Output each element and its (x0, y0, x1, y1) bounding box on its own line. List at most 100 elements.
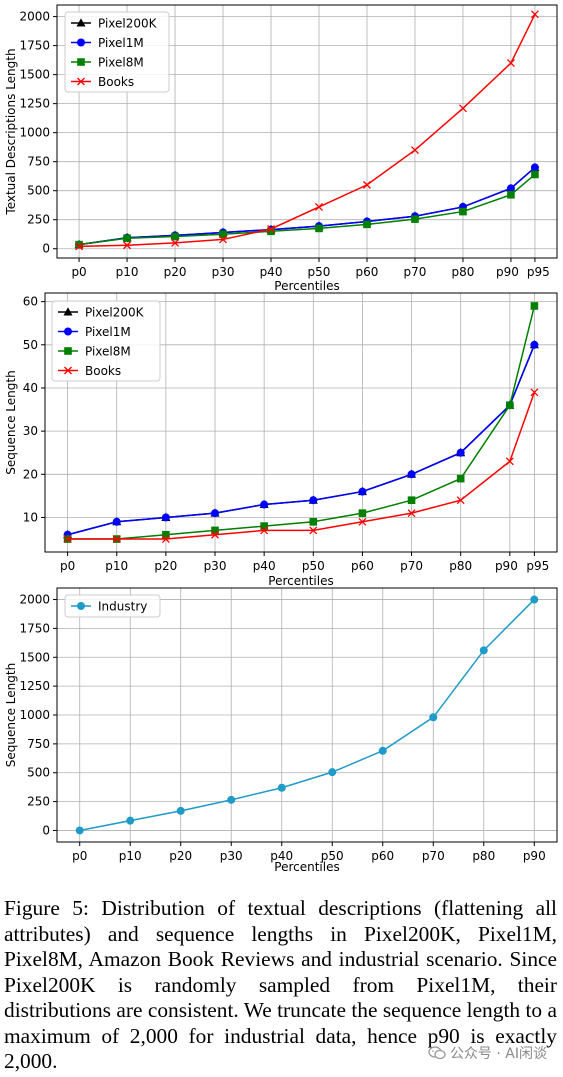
marker-stroke (456, 496, 465, 505)
data-point (530, 302, 539, 310)
x-tick-label: p90 (496, 265, 519, 279)
legend-label: Pixel8M (98, 56, 144, 70)
chart-panel-3: p0 p10 p20 p30 p40 p50 p60 p70 p80 p90 0 250 500 750 1… (4, 587, 558, 874)
data-point (75, 242, 84, 251)
charts-area: p0 p10 p20 p30 p40 p50 p60 p70 p80 p90 p9502505007… (4, 4, 558, 874)
marker-stroke (315, 202, 323, 211)
marker-stroke (211, 530, 219, 539)
x-tick-label: p10 (119, 849, 142, 863)
data-point (506, 401, 514, 410)
x-tick-label: p40 (253, 559, 276, 573)
x-tick-label: p10 (105, 559, 128, 573)
y-tick-label: 750 (27, 155, 50, 169)
data-point (363, 220, 371, 229)
data-point (506, 184, 515, 193)
data-point (267, 227, 275, 236)
marker-stroke (506, 59, 515, 67)
x-tick-label: p70 (400, 559, 423, 573)
y-tick-label: 1750 (19, 39, 50, 53)
data-point (211, 509, 220, 518)
data-point (309, 496, 318, 505)
data-point (123, 241, 132, 250)
data-point (211, 530, 219, 539)
legend-box (51, 300, 161, 382)
data-point (112, 517, 121, 526)
data-point (227, 795, 236, 804)
data-point (507, 190, 515, 199)
x-tick-label: p10 (116, 265, 139, 279)
legend: Pixel200K Pixel1M Pixel8M Books (64, 11, 170, 93)
x-axis-label: Percentiles (268, 574, 333, 588)
legend-label: Books (98, 75, 134, 89)
x-tick-label: p50 (308, 265, 331, 279)
data-point (429, 713, 438, 722)
marker-stroke (77, 77, 85, 86)
marker-stroke (171, 238, 180, 247)
data-point (459, 207, 467, 216)
x-tick-label: p60 (351, 559, 374, 573)
data-point (76, 18, 86, 27)
x-tick-label: p20 (164, 265, 187, 279)
data-point (309, 526, 318, 535)
data-point (358, 517, 367, 526)
data-point (456, 448, 465, 457)
y-tick-label: 40 (23, 381, 38, 395)
y-tick-label: 1750 (19, 621, 50, 635)
data-point (531, 170, 539, 179)
y-tick-label: 500 (27, 766, 50, 780)
series-pixel200k (74, 162, 540, 249)
data-point (162, 530, 170, 539)
y-tick-label: 1250 (19, 679, 50, 693)
marker-stroke (363, 180, 371, 189)
series-pixel1m (75, 163, 539, 249)
x-tick-label: p30 (220, 849, 243, 863)
data-point (530, 163, 539, 172)
data-point (309, 517, 318, 526)
data-point (315, 202, 323, 211)
plot-frame (44, 292, 558, 553)
x-tick-label: p70 (404, 265, 427, 279)
series-pixel8m (75, 170, 539, 249)
y-tick-label: 750 (27, 737, 50, 751)
y-tick-label: 1250 (19, 97, 50, 111)
data-point (77, 58, 85, 66)
x-tick-label: p40 (270, 849, 293, 863)
data-point (315, 224, 323, 233)
figure-caption: Figure 5: Distribution of textual descri… (4, 896, 557, 1073)
y-tick-label: 30 (23, 424, 38, 438)
data-point (411, 215, 419, 223)
data-point (64, 327, 72, 336)
y-tick-label: 1500 (19, 650, 50, 664)
marker-stroke (260, 526, 269, 535)
marker-stroke (112, 535, 121, 544)
data-point (77, 77, 85, 86)
data-point (267, 225, 275, 233)
x-tick-label: p30 (204, 559, 227, 573)
data-point (64, 347, 72, 355)
x-tick-label: p80 (449, 559, 472, 573)
series-books (75, 10, 539, 251)
x-tick-label: p60 (371, 849, 394, 863)
x-axis-label: Percentiles (274, 279, 339, 293)
marker-stroke (219, 235, 227, 244)
data-point (378, 746, 387, 755)
y-tick-label: 60 (23, 295, 38, 309)
data-point (530, 10, 539, 19)
x-tick-label: p0 (71, 265, 86, 279)
y-axis-label: Sequence Length (4, 663, 18, 767)
x-axis-label: Percentiles (274, 860, 339, 874)
data-point (63, 535, 72, 544)
data-point (407, 470, 416, 479)
marker-stroke (358, 517, 367, 526)
data-point (260, 526, 269, 535)
series-books (63, 388, 539, 544)
marker-stroke (123, 241, 132, 250)
legend: Industry (64, 594, 161, 618)
y-tick-label: 1500 (19, 68, 50, 82)
data-point (358, 509, 367, 517)
data-point (64, 366, 72, 375)
watermark: 公众号 · AI闲谈 (428, 1043, 547, 1063)
data-point (458, 104, 467, 113)
series-line (79, 599, 535, 832)
x-tick-label: p20 (169, 849, 192, 863)
